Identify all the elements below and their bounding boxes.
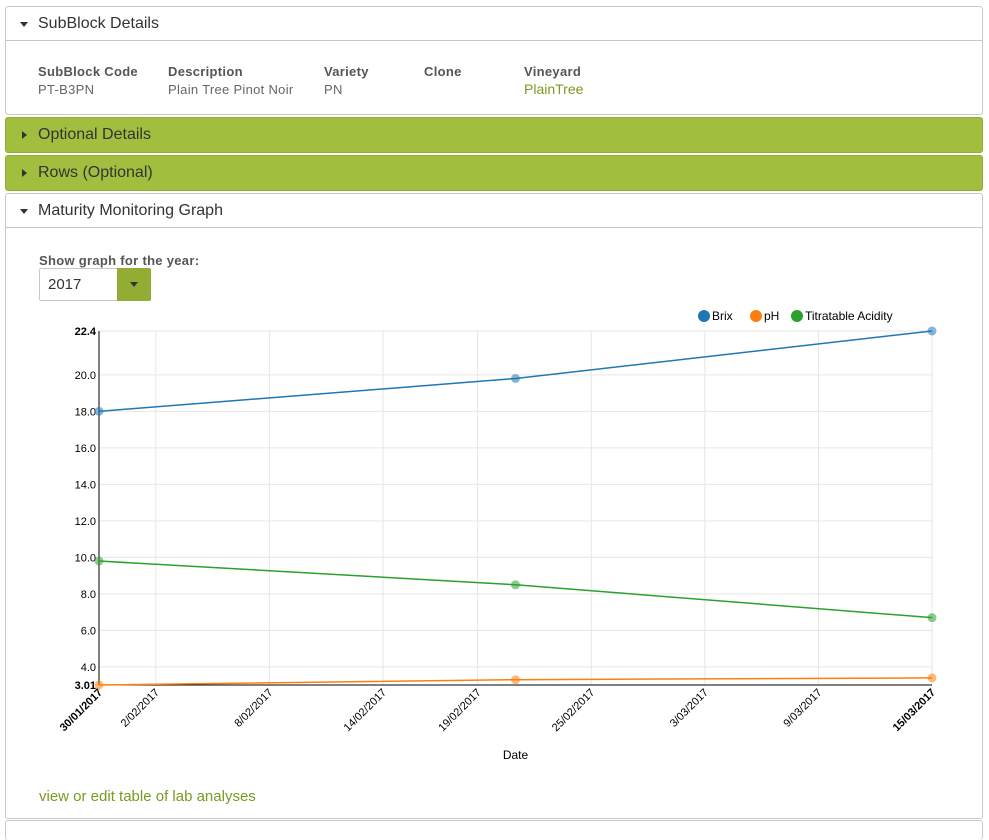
rows-optional-header[interactable]: Rows (Optional) — [6, 156, 982, 190]
data-point — [927, 326, 937, 336]
x-tick-label: 30/01/2017 — [58, 687, 105, 734]
legend-label: Titratable Acidity — [805, 309, 893, 323]
caret-right-icon — [18, 118, 30, 152]
y-tick-label: 3.01 — [75, 680, 96, 692]
legend-label: Brix — [712, 309, 733, 323]
subblock-code-value: PT-B3PN — [38, 82, 95, 97]
caret-down-icon — [18, 7, 30, 41]
legend-marker — [791, 310, 803, 322]
subblock-details-panel: SubBlock Details SubBlock Code PT-B3PN D… — [5, 6, 983, 115]
view-lab-analyses-link[interactable]: view or edit table of lab analyses — [39, 788, 256, 805]
x-tick-label: 19/02/2017 — [436, 687, 483, 734]
x-tick-label: 2/02/2017 — [119, 687, 162, 730]
optional-details-header[interactable]: Optional Details — [6, 118, 982, 152]
data-point — [94, 556, 104, 566]
caret-down-icon — [18, 194, 30, 228]
data-point — [94, 406, 104, 416]
maturity-graph-title: Maturity Monitoring Graph — [38, 202, 223, 219]
year-select-value: 2017 — [48, 276, 82, 293]
x-axis-label: Date — [503, 748, 529, 762]
optional-details-panel: Optional Details — [5, 117, 983, 153]
subblock-code-label: SubBlock Code — [38, 64, 138, 79]
data-point — [927, 613, 937, 623]
subblock-details-title: SubBlock Details — [38, 15, 159, 32]
y-tick-label: 10.0 — [75, 552, 96, 564]
x-tick-label: 14/02/2017 — [342, 687, 389, 734]
next-panel — [5, 820, 983, 840]
series-line — [98, 330, 933, 413]
y-tick-label: 4.0 — [81, 662, 96, 674]
y-tick-label: 14.0 — [75, 479, 96, 491]
x-tick-label: 9/03/2017 — [781, 687, 824, 730]
rows-optional-title: Rows (Optional) — [38, 164, 153, 181]
optional-details-title: Optional Details — [38, 126, 151, 143]
x-tick-label: 8/02/2017 — [232, 687, 275, 730]
variety-value: PN — [324, 82, 343, 97]
maturity-graph-panel: Maturity Monitoring Graph Show graph for… — [5, 193, 983, 819]
maturity-graph-header[interactable]: Maturity Monitoring Graph — [6, 194, 982, 228]
vineyard-label: Vineyard — [524, 64, 582, 79]
subblock-details-header[interactable]: SubBlock Details — [6, 7, 982, 41]
variety-field: Variety PN — [324, 64, 369, 97]
description-label: Description — [168, 64, 243, 79]
legend-label: pH — [764, 309, 779, 323]
description-field: Description Plain Tree Pinot Noir — [168, 64, 294, 97]
vineyard-field: Vineyard PlainTree — [524, 64, 583, 97]
y-tick-label: 20.0 — [75, 370, 96, 382]
data-point — [94, 680, 104, 690]
data-point — [511, 580, 520, 590]
chevron-down-icon — [130, 282, 138, 287]
legend-marker — [750, 310, 762, 322]
x-tick-label: 15/03/2017 — [891, 687, 938, 734]
y-tick-label: 12.0 — [75, 516, 96, 528]
vineyard-link[interactable]: PlainTree — [524, 81, 584, 97]
y-tick-label: 18.0 — [75, 406, 96, 418]
data-point — [927, 673, 937, 683]
clone-field: Clone — [424, 64, 462, 79]
legend-marker — [698, 310, 710, 322]
clone-label: Clone — [424, 64, 462, 79]
year-select-label: Show graph for the year: — [39, 253, 200, 268]
x-tick-label: 3/03/2017 — [668, 687, 711, 730]
y-tick-label: 16.0 — [75, 443, 96, 455]
rows-optional-panel: Rows (Optional) — [5, 155, 983, 191]
data-point — [511, 675, 520, 685]
series-line — [98, 560, 933, 619]
y-tick-label: 8.0 — [81, 589, 96, 601]
y-tick-label: 6.0 — [81, 625, 96, 637]
caret-right-icon — [18, 156, 30, 190]
variety-label: Variety — [324, 64, 369, 79]
year-select-toggle[interactable] — [117, 268, 151, 301]
year-select[interactable]: 2017 — [39, 268, 151, 301]
maturity-chart: 22.4 20.0 18.0 16.0 14.0 12.0 10.0 8.0 6.0 4.0 3.0… — [58, 309, 938, 762]
subblock-code-field: SubBlock Code PT-B3PN — [38, 64, 138, 97]
data-point — [511, 373, 520, 383]
x-tick-label: 25/02/2017 — [550, 687, 597, 734]
y-tick-label: 22.4 — [75, 326, 97, 338]
description-value: Plain Tree Pinot Noir — [168, 82, 294, 97]
